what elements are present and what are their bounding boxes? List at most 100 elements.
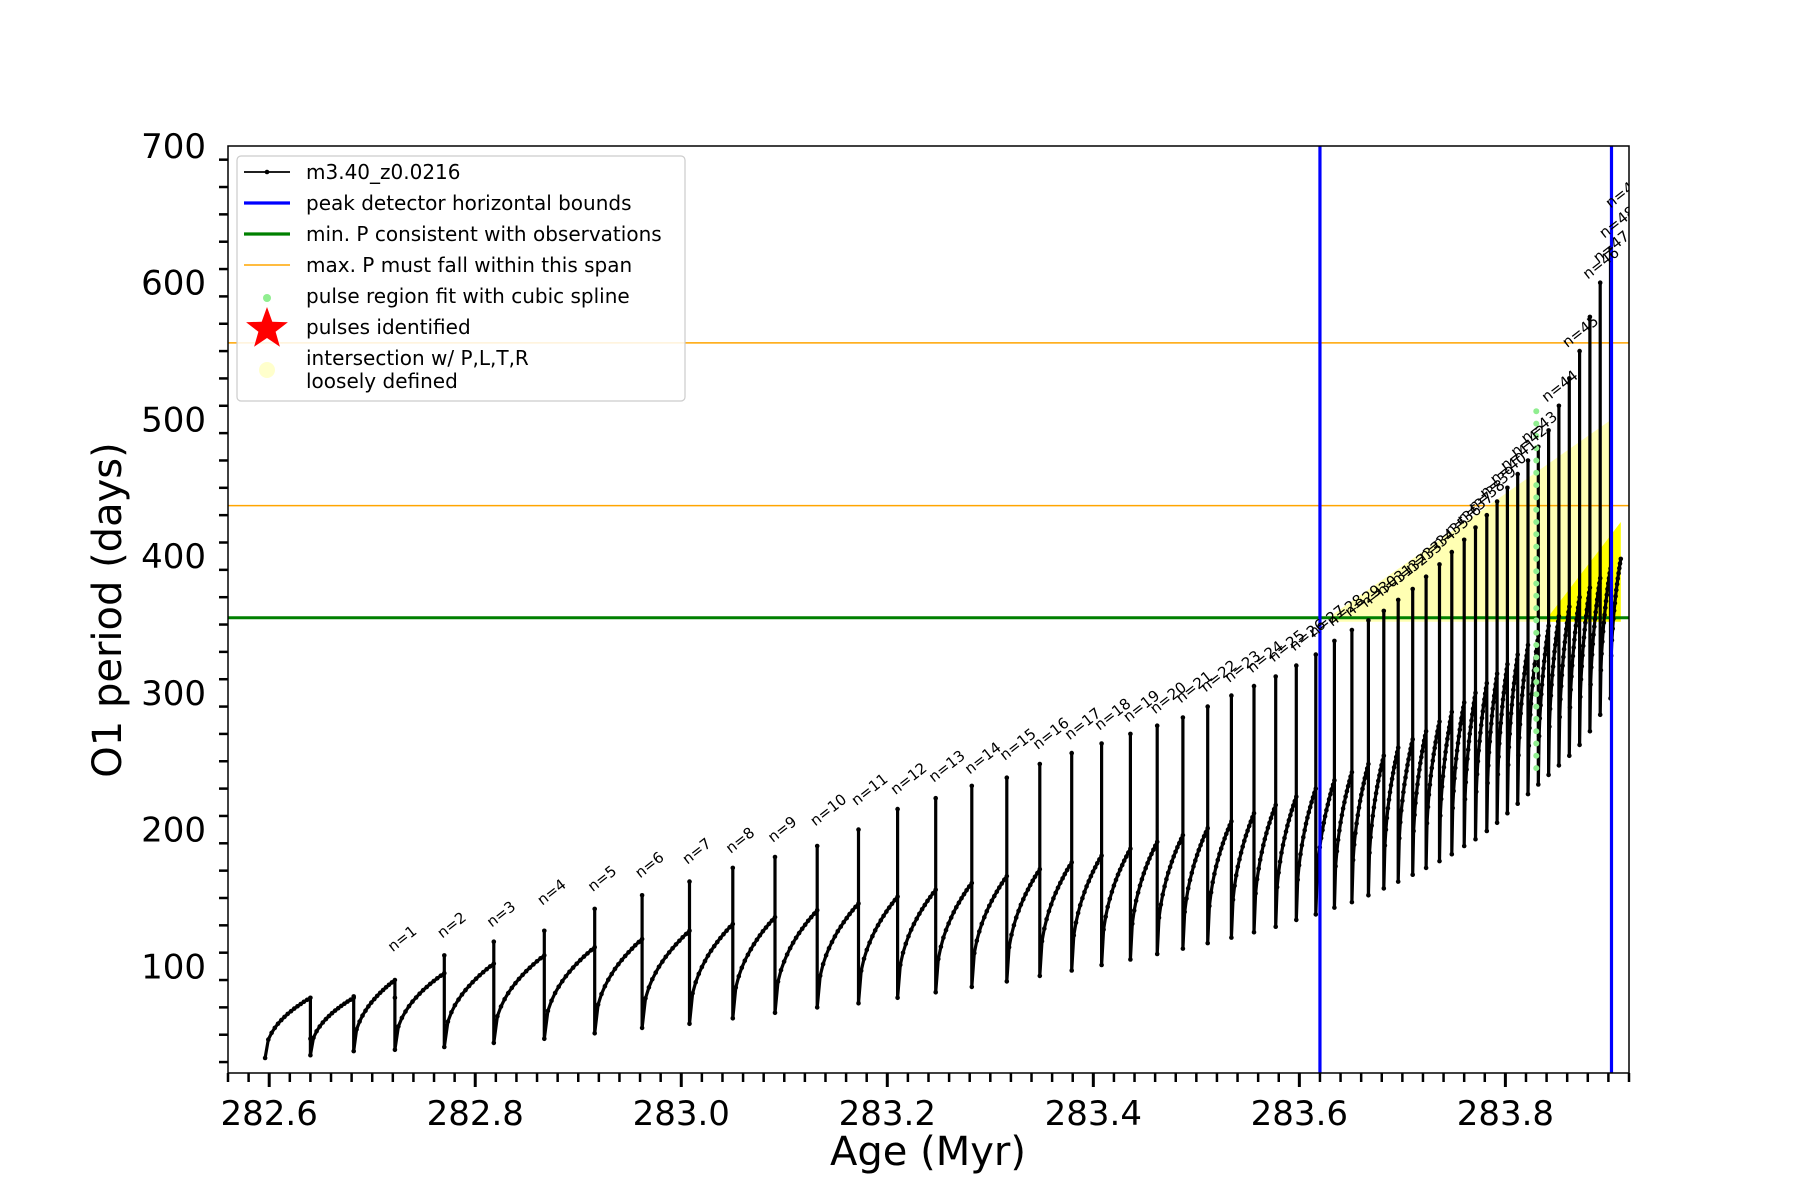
series-point (262, 1055, 268, 1061)
series-point (1536, 782, 1541, 787)
series-point (1499, 712, 1504, 717)
series-point (878, 918, 884, 923)
series-point (1451, 788, 1456, 794)
series-point (1339, 812, 1345, 818)
series-point (1208, 890, 1214, 895)
series-point (1261, 843, 1266, 848)
series-point (977, 929, 982, 934)
series-point (1567, 753, 1572, 759)
series-point (673, 942, 679, 947)
series-point (531, 962, 536, 967)
series-point (1468, 724, 1473, 730)
series-point (919, 907, 925, 912)
series-point (1113, 877, 1119, 883)
series-point (1475, 759, 1481, 764)
series-point (1037, 867, 1043, 872)
spline-region-1 (1533, 408, 1540, 772)
series-point (856, 901, 861, 906)
series-point (1276, 870, 1281, 875)
series-point (1614, 587, 1619, 593)
series-point (549, 998, 554, 1003)
series-point (1532, 661, 1537, 667)
series-point (1435, 729, 1440, 734)
series-point (1025, 887, 1031, 892)
legend-item-2: peak detector horizontal bounds (244, 191, 632, 215)
series-point (1491, 699, 1496, 705)
series-point (1517, 722, 1523, 727)
series-point (592, 906, 597, 912)
spline-point (1533, 752, 1540, 759)
series-point (1160, 892, 1165, 897)
series-point (1560, 663, 1565, 668)
series-point (1203, 829, 1209, 835)
series-point (563, 974, 569, 979)
series-point (1541, 658, 1547, 664)
series-point (1369, 823, 1374, 828)
series-point (1062, 871, 1068, 877)
series-point (1347, 779, 1352, 784)
series-point (1418, 760, 1423, 766)
series-point (1594, 597, 1600, 602)
series-point (1616, 571, 1621, 576)
series-point (1493, 682, 1498, 687)
series-point (1460, 710, 1465, 715)
x-axis-label: Age (Myr) (830, 1129, 1026, 1175)
series-point (392, 995, 398, 1001)
series-point (1505, 810, 1510, 816)
series-point (1577, 742, 1582, 748)
series-point (1488, 729, 1493, 735)
series-point (1448, 714, 1454, 720)
series-point (1425, 804, 1431, 810)
series-point (427, 981, 433, 987)
series-point (814, 908, 820, 913)
legend-item-1: m3.40_z0.0216 (244, 160, 461, 184)
series-point (1215, 857, 1221, 863)
series-point (534, 959, 540, 964)
series-point (442, 953, 447, 958)
series-point (1400, 798, 1405, 803)
series-point (1137, 883, 1143, 888)
series-point (1251, 929, 1257, 935)
series-point (1572, 637, 1577, 642)
series-point (1371, 805, 1377, 810)
spline-point (1533, 432, 1540, 439)
series-point (1178, 836, 1184, 842)
spline-point (1533, 568, 1540, 575)
series-point (1437, 562, 1442, 567)
series-m3-40 (262, 246, 1624, 1061)
series-point (1322, 814, 1328, 819)
series-point (1389, 776, 1395, 782)
series-point (1539, 682, 1545, 687)
series-point (1514, 657, 1520, 663)
series-point (1338, 820, 1343, 825)
series-point (1473, 690, 1478, 696)
series-point (1273, 924, 1278, 929)
series-point (1580, 643, 1586, 649)
series-point (1525, 642, 1531, 648)
series-point (538, 956, 543, 961)
series-point (1449, 851, 1455, 857)
series-point (1254, 876, 1260, 882)
series-point (585, 951, 590, 956)
series-point (736, 973, 742, 979)
series-point (392, 1047, 398, 1053)
series-point (1417, 767, 1422, 772)
series-point (956, 900, 962, 905)
series-point (1446, 730, 1451, 736)
series-point (1524, 653, 1529, 658)
series-point (581, 954, 587, 959)
series-point (498, 1004, 504, 1009)
series-point (1585, 601, 1590, 607)
series-point (502, 996, 507, 1002)
series-point (354, 1027, 359, 1032)
series-point (1479, 715, 1485, 721)
series-point (1164, 876, 1169, 882)
series-point (1605, 581, 1611, 586)
series-point (1503, 672, 1509, 678)
series-point (282, 1014, 287, 1020)
series-point (1264, 831, 1269, 836)
series-point (1423, 574, 1429, 579)
series-point (881, 913, 886, 919)
series-point (1171, 854, 1176, 859)
